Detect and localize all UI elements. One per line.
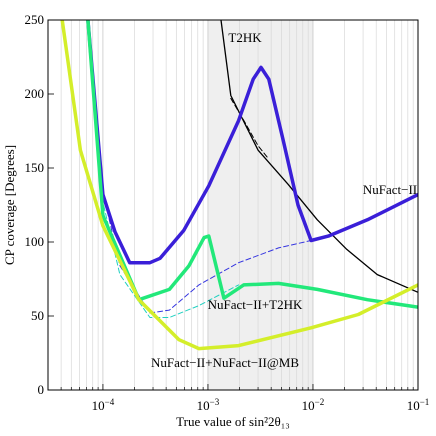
y-tick-label: 100 [25, 234, 45, 249]
plot-area [60, 20, 418, 351]
shaded-region [207, 20, 313, 390]
y-tick-label: 0 [38, 382, 45, 397]
series-label: NuFact−II [363, 182, 417, 197]
y-tick-label: 50 [31, 308, 44, 323]
x-axis-label: True value of sin²2θ₁₃ [176, 414, 290, 429]
plot-frame [47, 19, 419, 391]
y-tick-label: 250 [25, 12, 45, 27]
y-tick-label: 200 [25, 86, 45, 101]
series-label: NuFact−II+NuFact−II@MB [151, 355, 299, 370]
x-tick-label: 10−2 [302, 397, 325, 413]
series-label: T2HK [228, 30, 262, 45]
y-axis-label: CP coverage [Degrees] [2, 145, 17, 265]
line [220, 20, 418, 293]
plot-background [60, 20, 419, 390]
line [86, 20, 418, 265]
dashed-line [230, 97, 270, 160]
x-tick-label: 10−3 [197, 397, 220, 413]
series-label: NuFact−II+T2HK [208, 297, 303, 312]
x-tick-label: 10−1 [407, 397, 430, 413]
y-tick-label: 150 [25, 160, 45, 175]
dashed-line [99, 189, 240, 318]
x-tick-label: 10−4 [92, 397, 115, 413]
line [60, 20, 418, 351]
